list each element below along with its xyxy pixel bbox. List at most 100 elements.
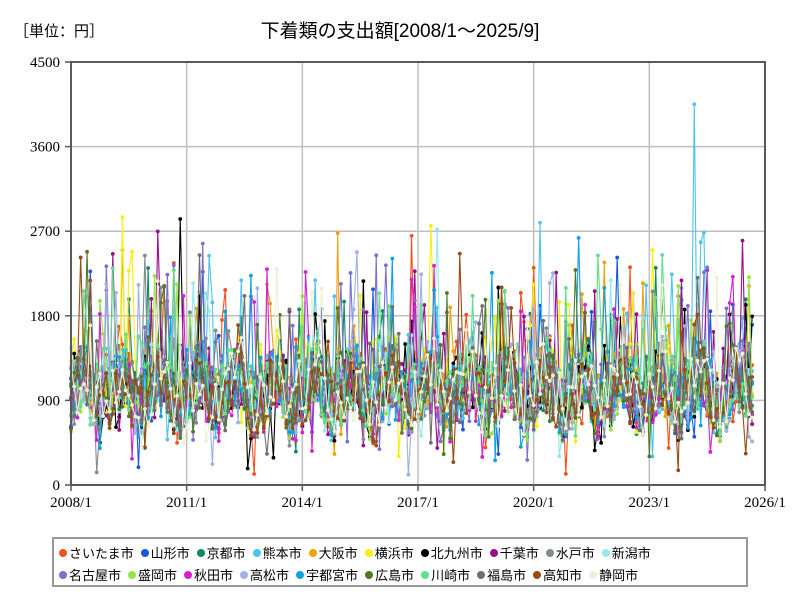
data-point-marker — [473, 419, 478, 424]
legend-item[interactable]: 広島市 — [365, 569, 414, 582]
data-point-marker — [146, 361, 151, 366]
data-point-marker — [531, 403, 536, 408]
data-point-marker — [326, 432, 330, 437]
legend-item[interactable]: 静岡市 — [589, 569, 638, 582]
data-point-marker — [454, 370, 459, 375]
legend-item[interactable]: 横浜市 — [364, 547, 414, 560]
data-point-marker — [294, 345, 298, 350]
data-point-marker — [615, 393, 620, 398]
data-point-marker — [175, 393, 179, 398]
data-point-marker — [644, 385, 649, 390]
data-point-marker — [303, 418, 308, 423]
data-point-marker — [567, 336, 571, 341]
data-point-marker — [223, 428, 228, 433]
data-point-marker — [168, 418, 173, 423]
legend-item[interactable]: 水戸市 — [545, 547, 595, 560]
data-point-marker — [223, 288, 228, 292]
data-point-marker — [573, 439, 578, 444]
legend-item[interactable]: 山形市 — [140, 547, 190, 560]
legend-item[interactable]: 高知市 — [533, 569, 582, 582]
data-point-marker — [711, 425, 716, 430]
data-point-marker — [265, 353, 269, 358]
legend-item[interactable]: 新潟市 — [601, 547, 651, 560]
data-point-marker — [326, 339, 330, 344]
data-point-marker — [361, 419, 366, 424]
data-point-marker — [695, 312, 700, 317]
data-point-marker — [249, 369, 253, 374]
data-point-marker — [457, 251, 462, 256]
data-point-marker — [204, 361, 208, 366]
data-point-marker — [592, 383, 597, 388]
legend-item[interactable]: 名古屋市 — [59, 569, 121, 582]
data-point-marker — [538, 220, 542, 225]
legend-item[interactable]: 川崎市 — [421, 569, 470, 582]
data-point-marker — [200, 383, 205, 388]
data-point-marker — [538, 346, 542, 351]
data-point-marker — [563, 391, 568, 396]
data-point-marker — [136, 377, 141, 381]
data-point-marker — [490, 270, 494, 275]
data-point-marker — [319, 412, 324, 417]
legend-item[interactable]: 千葉市 — [489, 547, 539, 560]
data-point-marker — [734, 392, 738, 397]
legend-item[interactable]: 宇都宮市 — [296, 569, 358, 582]
data-point-marker — [573, 415, 578, 420]
legend-item[interactable]: 北九州市 — [420, 547, 483, 560]
data-point-marker — [178, 404, 183, 408]
legend-item[interactable]: 大阪市 — [308, 547, 358, 560]
data-point-marker — [573, 358, 578, 363]
data-point-marker — [438, 343, 443, 347]
data-point-marker — [708, 368, 713, 373]
legend-item[interactable]: 秋田市 — [184, 569, 233, 582]
data-point-marker — [252, 427, 257, 432]
legend-marker-icon — [489, 549, 498, 557]
data-point-marker — [608, 427, 613, 432]
legend-item[interactable]: 京都市 — [196, 547, 246, 560]
data-point-marker — [676, 283, 681, 288]
data-point-marker — [467, 405, 472, 410]
legend-item[interactable]: 福島市 — [477, 569, 526, 582]
data-point-marker — [287, 307, 292, 312]
legend-item[interactable]: 高松市 — [240, 569, 289, 582]
data-point-marker — [730, 378, 735, 382]
data-point-marker — [702, 230, 706, 235]
data-point-marker — [628, 392, 632, 397]
data-point-marker — [747, 435, 751, 439]
legend-row-1: さいたま市 山形市 京都市 熊本市 大阪市 横浜市 北九州市 千葉市 水戸市 新潟市 — [59, 542, 741, 564]
data-point-marker — [445, 378, 449, 383]
data-point-marker — [332, 438, 337, 443]
data-point-marker — [666, 323, 671, 328]
data-point-marker — [554, 372, 559, 377]
data-point-marker — [114, 290, 118, 295]
data-point-marker — [72, 351, 77, 356]
legend-item[interactable]: 盛岡市 — [128, 569, 177, 582]
data-point-marker — [682, 324, 687, 328]
legend-item[interactable]: さいたま市 — [59, 547, 134, 560]
data-point-marker — [634, 380, 639, 385]
data-point-marker — [258, 375, 263, 379]
data-point-marker — [409, 234, 414, 238]
data-point-marker — [631, 409, 636, 414]
data-point-marker — [159, 403, 163, 408]
data-point-marker — [602, 285, 607, 290]
data-point-marker — [377, 377, 382, 382]
data-point-marker — [75, 373, 80, 378]
data-point-marker — [374, 400, 379, 405]
data-point-marker — [216, 387, 221, 391]
data-point-marker — [698, 340, 703, 345]
data-point-marker — [242, 294, 247, 298]
data-point-marker — [583, 302, 587, 307]
data-point-marker — [551, 271, 555, 276]
data-point-marker — [422, 374, 427, 379]
data-point-marker — [194, 357, 199, 362]
data-point-marker — [522, 314, 526, 319]
data-point-marker — [621, 399, 626, 404]
data-point-marker — [390, 304, 395, 309]
data-point-marker — [207, 253, 212, 258]
data-point-marker — [615, 412, 620, 416]
data-point-marker — [367, 422, 372, 427]
data-point-marker — [348, 361, 353, 365]
data-point-marker — [316, 353, 321, 358]
legend-item[interactable]: 熊本市 — [252, 547, 302, 560]
data-point-marker — [660, 407, 665, 412]
